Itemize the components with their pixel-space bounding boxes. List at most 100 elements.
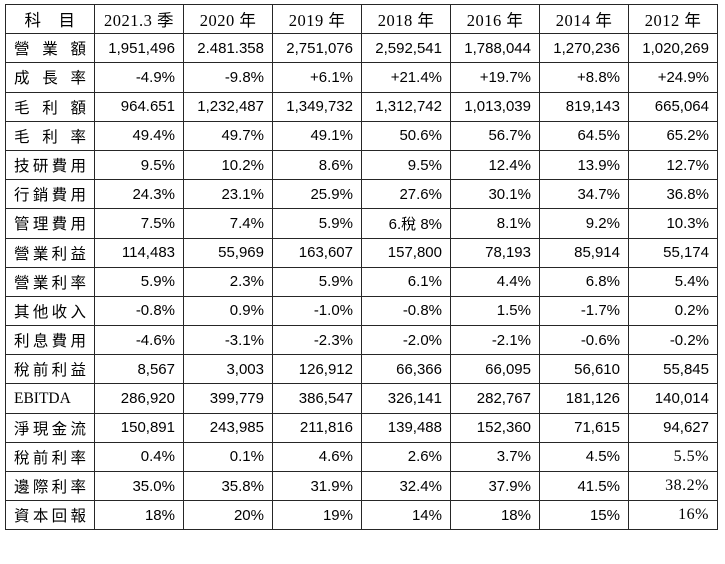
value-cell: +19.7% — [450, 62, 540, 93]
value-cell: 5.9% — [272, 208, 362, 239]
table-row: 邊際利率 35.0% 35.8% 31.9% 32.4% 37.9% 41.5% 38.2% — [5, 470, 718, 502]
value-cell: 23.1% — [183, 179, 273, 210]
value-cell: 2.3% — [183, 266, 273, 297]
value-cell: 0.2% — [628, 295, 718, 327]
value-cell: 2,751,076 — [272, 33, 362, 64]
value-cell: 27.6% — [361, 179, 451, 210]
value-cell: 243,985 — [183, 412, 273, 443]
value-cell: 34.7% — [539, 179, 629, 210]
table-row: 成長率 -4.9% -9.8% +6.1% +21.4% +19.7% +8.8% +24.9… — [5, 62, 718, 93]
value-cell: 10.3% — [628, 208, 718, 239]
table-row: 毛利額 964.651 1,232,487 1,349,732 1,312,742 1,0… — [5, 91, 718, 122]
value-cell: 65.2% — [628, 120, 718, 151]
row-label: 稅前利益 — [5, 354, 95, 385]
value-cell: 55,969 — [183, 237, 273, 268]
value-cell: +6.1% — [272, 62, 362, 93]
value-cell: 31.9% — [272, 470, 362, 502]
value-cell: -9.8% — [183, 62, 273, 93]
value-cell: 15% — [539, 500, 629, 531]
value-cell: 19% — [272, 500, 362, 531]
table-body: 營業額 1,951,496 2.481.358 2,751,076 2,592,541 1… — [5, 33, 718, 531]
table-row: 稅前利率 0.4% 0.1% 4.6% 2.6% 3.7% 4.5% 5.5% — [5, 441, 718, 473]
value-cell: 66,095 — [450, 354, 540, 385]
value-cell: 30.1% — [450, 179, 540, 210]
value-cell: 18% — [450, 500, 540, 531]
value-cell: -2.3% — [272, 325, 362, 356]
column-header-subject: 科 目 — [5, 3, 95, 35]
value-cell: 399,779 — [183, 383, 273, 414]
column-header-year: 2019 年 — [272, 3, 362, 35]
value-cell: 5.4% — [628, 266, 718, 297]
value-cell: 665,064 — [628, 91, 718, 122]
value-cell: 7.4% — [183, 208, 273, 239]
value-cell: 25.9% — [272, 179, 362, 210]
row-label: 成長率 — [5, 62, 95, 93]
row-label: 淨現金流 — [5, 412, 95, 443]
value-cell: -2.0% — [361, 325, 451, 356]
row-label: 邊際利率 — [5, 470, 95, 502]
value-cell: 49.1% — [272, 120, 362, 151]
value-cell: 4.4% — [450, 266, 540, 297]
value-cell: 85,914 — [539, 237, 629, 268]
table-row: 營業利益 114,483 55,969 163,607 157,800 78,193 85,… — [5, 237, 718, 268]
value-cell: 55,174 — [628, 237, 718, 268]
value-cell: 1,312,742 — [361, 91, 451, 122]
value-cell: 1,788,044 — [450, 33, 540, 64]
row-label: 營業額 — [5, 33, 95, 64]
value-cell: 2.481.358 — [183, 33, 273, 64]
value-cell: 14% — [361, 500, 451, 531]
value-cell: 0.1% — [183, 441, 273, 473]
table-row: 淨現金流 150,891 243,985 211,816 139,488 152,360 7… — [5, 412, 718, 443]
value-cell: 8.6% — [272, 149, 362, 181]
value-cell: 38.2% — [628, 470, 718, 502]
value-cell: 4.6% — [272, 441, 362, 473]
value-cell: -0.6% — [539, 325, 629, 356]
value-cell: -0.8% — [94, 295, 184, 327]
column-header-year: 2014 年 — [539, 3, 629, 35]
value-cell: +8.8% — [539, 62, 629, 93]
value-cell: 2.6% — [361, 441, 451, 473]
value-cell: 71,615 — [539, 412, 629, 443]
value-cell: 55,845 — [628, 354, 718, 385]
value-cell: 32.4% — [361, 470, 451, 502]
value-cell: 49.4% — [94, 120, 184, 151]
value-cell: -0.8% — [361, 295, 451, 327]
value-cell: 35.0% — [94, 470, 184, 502]
row-label: 管理費用 — [5, 208, 95, 239]
value-cell: 1,270,236 — [539, 33, 629, 64]
value-cell: -1.0% — [272, 295, 362, 327]
value-cell: 9.5% — [94, 149, 184, 181]
column-header-year: 2020 年 — [183, 3, 273, 35]
value-cell: +24.9% — [628, 62, 718, 93]
value-cell: 16% — [628, 500, 718, 531]
value-cell: 163,607 — [272, 237, 362, 268]
value-cell: 152,360 — [450, 412, 540, 443]
value-cell: 6.稅 8% — [361, 208, 451, 239]
value-cell: 41.5% — [539, 470, 629, 502]
value-cell: 386,547 — [272, 383, 362, 414]
value-cell: 1,013,039 — [450, 91, 540, 122]
value-cell: 326,141 — [361, 383, 451, 414]
value-cell: 10.2% — [183, 149, 273, 181]
column-header-year: 2016 年 — [450, 3, 540, 35]
value-cell: 1,349,732 — [272, 91, 362, 122]
value-cell: -1.7% — [539, 295, 629, 327]
value-cell: 1,232,487 — [183, 91, 273, 122]
value-cell: 139,488 — [361, 412, 451, 443]
value-cell: 1,020,269 — [628, 33, 718, 64]
value-cell: 0.9% — [183, 295, 273, 327]
value-cell: 5.9% — [94, 266, 184, 297]
value-cell: -2.1% — [450, 325, 540, 356]
row-label: 利息費用 — [5, 325, 95, 356]
value-cell: 181,126 — [539, 383, 629, 414]
value-cell: 49.7% — [183, 120, 273, 151]
value-cell: 3,003 — [183, 354, 273, 385]
value-cell: 3.7% — [450, 441, 540, 473]
value-cell: 50.6% — [361, 120, 451, 151]
value-cell: 37.9% — [450, 470, 540, 502]
value-cell: 78,193 — [450, 237, 540, 268]
value-cell: 35.8% — [183, 470, 273, 502]
value-cell: 56,610 — [539, 354, 629, 385]
value-cell: -3.1% — [183, 325, 273, 356]
value-cell: 114,483 — [94, 237, 184, 268]
